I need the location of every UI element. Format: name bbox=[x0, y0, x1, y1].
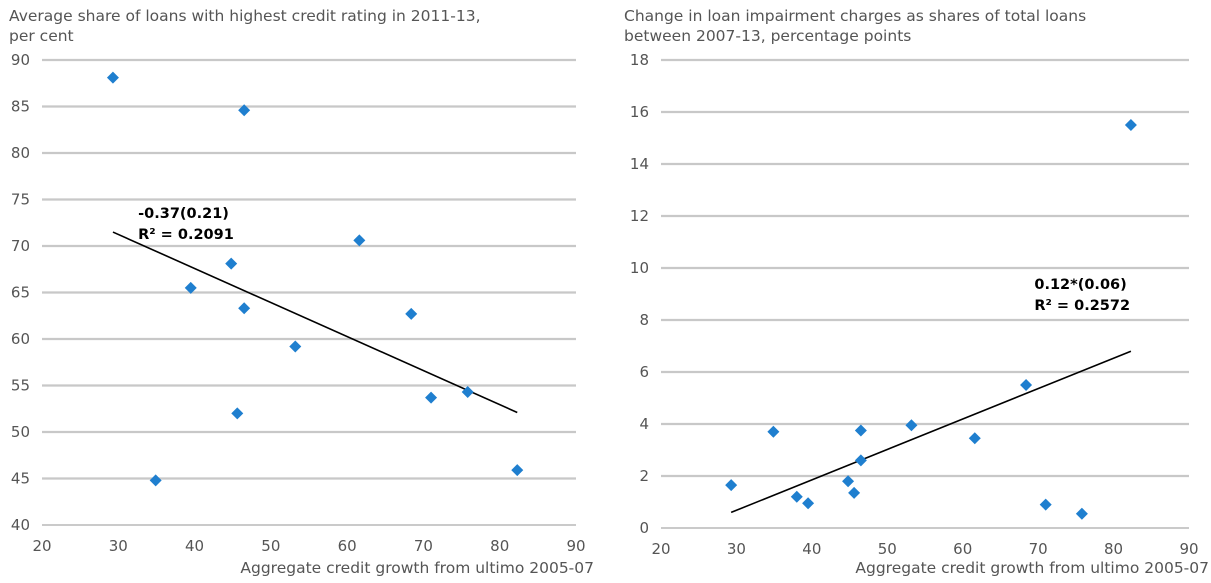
y-tick-label: 45 bbox=[11, 470, 30, 488]
r-squared-label: R² = 0.2091 bbox=[138, 227, 234, 243]
y-tick-label: 40 bbox=[11, 516, 30, 534]
scatter-chart-impairment-charges: 0 2 4 6 8 10 12 14 16 18 20 30 40 50 60 70 80 90 0.12*(0.0… bbox=[630, 51, 1199, 558]
y-tick-label: 70 bbox=[11, 237, 30, 255]
x-tick-label: 90 bbox=[1179, 540, 1198, 558]
x-tick-label: 70 bbox=[414, 537, 433, 555]
y-tick-label: 12 bbox=[630, 207, 649, 225]
data-point bbox=[225, 257, 238, 270]
y-tick-label: 50 bbox=[11, 423, 30, 441]
data-point bbox=[790, 490, 803, 503]
y-tick-label: 14 bbox=[630, 155, 649, 173]
x-tick-label: 30 bbox=[727, 540, 746, 558]
right-chart-panel: Change in loan impairment charges as sha… bbox=[600, 0, 1211, 583]
y-tick-label: 85 bbox=[11, 98, 30, 116]
data-point bbox=[353, 234, 366, 247]
x-tick-label: 80 bbox=[1104, 540, 1123, 558]
chart-title: Average share of loans with highest cred… bbox=[9, 7, 481, 45]
y-tick-label: 0 bbox=[639, 519, 649, 537]
data-point bbox=[802, 497, 815, 510]
data-point bbox=[968, 432, 981, 445]
data-point bbox=[289, 340, 302, 353]
x-tick-label: 20 bbox=[651, 540, 670, 558]
y-tick-label: 60 bbox=[11, 330, 30, 348]
data-point bbox=[767, 425, 780, 438]
x-tick-label: 80 bbox=[490, 537, 509, 555]
x-tick-label: 90 bbox=[566, 537, 585, 555]
trendline bbox=[112, 231, 518, 414]
x-tick-label: 60 bbox=[953, 540, 972, 558]
data-point bbox=[725, 479, 738, 492]
left-chart-panel: Average share of loans with highest cred… bbox=[0, 0, 600, 583]
data-point bbox=[1075, 507, 1088, 520]
data-point bbox=[854, 424, 867, 437]
x-tick-label: 30 bbox=[109, 537, 128, 555]
data-point bbox=[1020, 379, 1033, 391]
data-point bbox=[425, 391, 438, 404]
y-tick-label: 4 bbox=[639, 415, 649, 433]
y-tick-label: 90 bbox=[11, 51, 30, 69]
x-axis-label: Aggregate credit growth from ultimo 2005… bbox=[855, 559, 1209, 577]
y-tick-label: 75 bbox=[11, 191, 30, 209]
x-tick-label: 20 bbox=[32, 537, 51, 555]
data-point bbox=[238, 302, 251, 315]
data-point bbox=[149, 474, 162, 487]
y-tick-label: 2 bbox=[639, 467, 649, 485]
y-tick-label: 65 bbox=[11, 284, 30, 302]
y-tick-label: 18 bbox=[630, 51, 649, 69]
chart-title: Change in loan impairment charges as sha… bbox=[624, 7, 1087, 45]
x-axis-label: Aggregate credit growth from ultimo 2005… bbox=[240, 559, 594, 577]
x-tick-label: 50 bbox=[878, 540, 897, 558]
y-tick-label: 10 bbox=[630, 259, 649, 277]
y-tick-label: 55 bbox=[11, 377, 30, 395]
y-tick-label: 80 bbox=[11, 144, 30, 162]
data-point bbox=[1124, 119, 1137, 131]
data-point bbox=[231, 407, 244, 420]
r-squared-label: R² = 0.2572 bbox=[1034, 298, 1130, 314]
x-tick-label: 60 bbox=[338, 537, 357, 555]
scatter-chart-credit-rating: 40 45 50 55 60 65 70 75 80 85 90 20 30 40 50 60 70 80 90 -0… bbox=[11, 51, 586, 555]
regression-coefficient: 0.12*(0.06) bbox=[1034, 277, 1126, 293]
data-point bbox=[238, 104, 251, 117]
y-tick-label: 8 bbox=[639, 311, 649, 329]
data-point bbox=[1039, 498, 1052, 511]
data-point bbox=[842, 475, 855, 488]
x-tick-label: 40 bbox=[185, 537, 204, 555]
data-point bbox=[184, 281, 197, 294]
data-point bbox=[905, 419, 918, 432]
data-point bbox=[461, 386, 474, 399]
data-point bbox=[854, 454, 867, 467]
regression-coefficient: -0.37(0.21) bbox=[138, 206, 229, 222]
y-tick-label: 16 bbox=[630, 103, 649, 121]
x-tick-label: 70 bbox=[1029, 540, 1048, 558]
data-point bbox=[511, 464, 524, 477]
data-point bbox=[405, 307, 418, 320]
data-point bbox=[848, 486, 861, 499]
trendline bbox=[730, 350, 1132, 514]
x-tick-label: 50 bbox=[261, 537, 280, 555]
y-tick-label: 6 bbox=[639, 363, 649, 381]
data-point bbox=[106, 71, 119, 84]
x-tick-label: 40 bbox=[802, 540, 821, 558]
